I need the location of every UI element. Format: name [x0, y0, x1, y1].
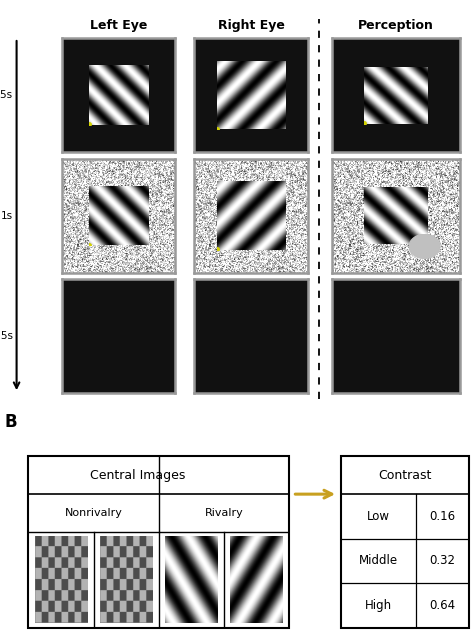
- Text: 0.5s: 0.5s: [0, 331, 13, 341]
- Text: Low: Low: [367, 510, 390, 523]
- Text: Perception: Perception: [358, 18, 434, 32]
- Text: 0.16: 0.16: [429, 510, 456, 523]
- Text: Right Eye: Right Eye: [218, 18, 285, 32]
- Text: 0.32: 0.32: [429, 554, 456, 567]
- Text: Central Images: Central Images: [90, 469, 186, 482]
- Text: Left Eye: Left Eye: [90, 18, 147, 32]
- Text: Nonrivalry: Nonrivalry: [64, 508, 123, 518]
- Text: High: High: [365, 599, 392, 612]
- Text: Rivalry: Rivalry: [205, 508, 243, 518]
- Text: B: B: [5, 413, 18, 430]
- Text: 1.5s: 1.5s: [0, 90, 13, 100]
- Polygon shape: [409, 235, 440, 259]
- Text: A: A: [5, 0, 18, 3]
- Text: Middle: Middle: [359, 554, 398, 567]
- Text: Contrast: Contrast: [379, 469, 432, 482]
- Text: 1s: 1s: [1, 210, 13, 221]
- Text: 0.64: 0.64: [429, 599, 456, 612]
